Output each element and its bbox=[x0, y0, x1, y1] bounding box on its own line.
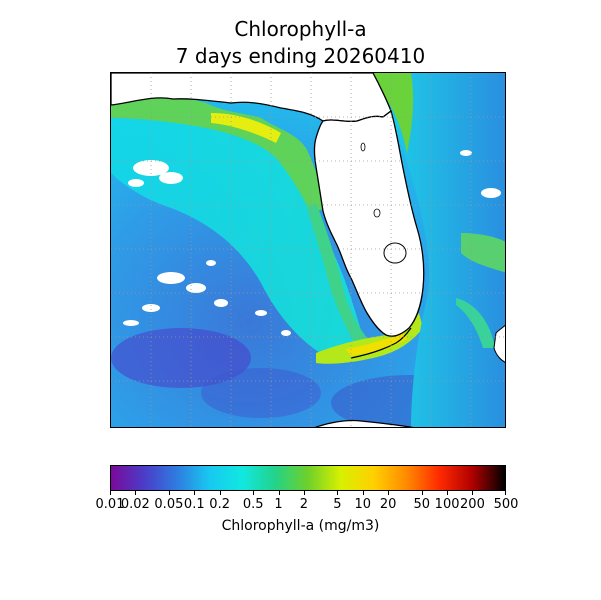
colorbar-tick-label: 5 bbox=[333, 497, 342, 512]
colorbar-tick-label: 1 bbox=[274, 497, 283, 512]
colorbar-tick-label: 0.02 bbox=[120, 497, 150, 512]
colorbar-tick-label: 50 bbox=[413, 497, 430, 512]
bahamas-bank bbox=[456, 298, 495, 348]
colorbar-tick bbox=[110, 491, 111, 495]
colorbar-tick-label: 0.2 bbox=[209, 497, 230, 512]
colorbar-tick bbox=[220, 491, 221, 495]
colorbar-tick bbox=[135, 491, 136, 495]
colorbar-tick bbox=[388, 491, 389, 495]
low-chl-patch bbox=[201, 368, 321, 418]
colorbar-tick-label: 0.5 bbox=[242, 497, 264, 512]
inland-lake bbox=[373, 208, 381, 218]
florida-bay-bloom bbox=[316, 313, 423, 364]
coastal-band-west bbox=[307, 203, 371, 345]
colorbar-tick bbox=[422, 491, 423, 495]
atlantic-water bbox=[366, 73, 505, 427]
chlorophyll-map bbox=[110, 72, 506, 428]
colorbar-tick bbox=[447, 491, 448, 495]
colorbar-tick bbox=[169, 491, 170, 495]
colorbar-tick bbox=[472, 491, 473, 495]
colorbar-tick-label: 2 bbox=[299, 497, 309, 512]
land-florida-peninsula bbox=[313, 109, 425, 337]
florida-keys bbox=[350, 327, 412, 359]
colorbar-tick bbox=[505, 491, 506, 495]
west-florida-shelf bbox=[111, 103, 366, 363]
colorbar-tick-label: 0.01 bbox=[95, 497, 125, 512]
land-bahamas bbox=[493, 324, 505, 363]
map-canvas bbox=[111, 73, 505, 427]
colorbar-tick-label: 500 bbox=[493, 497, 519, 512]
map-title: Chlorophyll-a bbox=[234, 17, 367, 41]
graticule bbox=[111, 73, 505, 427]
low-chl-patch bbox=[111, 328, 251, 388]
coastal-band-north bbox=[111, 97, 326, 213]
colorbar-tick-label: 10 bbox=[354, 497, 372, 512]
colorbar-label: Chlorophyll-a (mg/m3) bbox=[221, 518, 380, 534]
map-subtitle: 7 days ending 20260410 bbox=[175, 44, 426, 68]
colorbar-tick bbox=[304, 491, 305, 495]
colorbar-tick-label: 0.1 bbox=[183, 497, 205, 512]
colorbar-tick bbox=[253, 491, 254, 495]
colorbar-tick-label: 100 bbox=[434, 497, 460, 512]
colorbar-tick-label: 20 bbox=[379, 497, 397, 512]
colorbar-tick bbox=[194, 491, 195, 495]
no-data-clouds bbox=[123, 150, 501, 336]
bahamas-bank bbox=[461, 233, 505, 273]
colorbar-tick-label: 0.05 bbox=[154, 497, 184, 512]
lake-okeechobee bbox=[383, 242, 407, 264]
colorbar-tick bbox=[337, 491, 338, 495]
colorbar-tick bbox=[279, 491, 280, 495]
coastal-band-yellow bbox=[211, 113, 281, 143]
colorbar-tick bbox=[363, 491, 364, 495]
colorbar bbox=[110, 465, 506, 491]
land-cuba bbox=[314, 419, 414, 427]
colorbar-tick-label: 200 bbox=[460, 497, 485, 512]
inland-lake bbox=[360, 142, 366, 152]
